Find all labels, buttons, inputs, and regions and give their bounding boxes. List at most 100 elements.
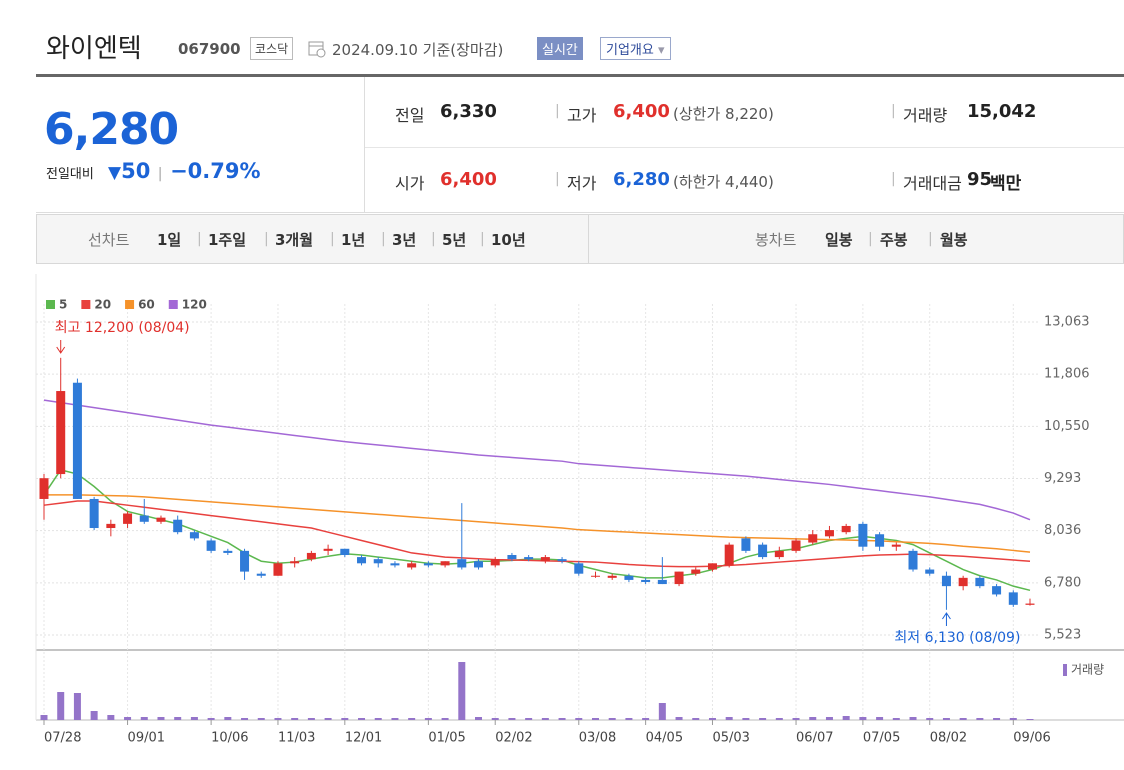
separator: | [891, 103, 896, 119]
candle-body [992, 586, 1002, 595]
stock-code: 067900 [178, 40, 241, 58]
tab[interactable]: 3개월 [275, 231, 314, 249]
y-tick-label: 5,523 [1044, 628, 1081, 643]
tab[interactable]: 월봉 [940, 231, 968, 249]
volume-bar [40, 715, 48, 720]
volume-bar [90, 711, 98, 720]
volume-bar [942, 718, 950, 720]
ma-line [43, 399, 1031, 521]
candle-body [357, 557, 367, 564]
legend-swatch [168, 300, 178, 309]
ma-line [43, 469, 1031, 592]
volume-bar [876, 717, 884, 720]
candle-body [423, 563, 433, 566]
volume-bar [391, 718, 399, 720]
candle-body [724, 544, 734, 566]
volume-bar [508, 718, 516, 720]
x-tick-label: 10/06 [211, 731, 248, 746]
x-tick-label: 04/05 [646, 731, 683, 746]
summary-label: 시가 [395, 174, 425, 193]
candle-body [574, 563, 584, 574]
volume-bar [374, 718, 382, 720]
candle-body [407, 563, 417, 568]
calendar-icon [308, 41, 326, 58]
volume-bar [224, 717, 232, 720]
tab[interactable]: 1년 [341, 231, 366, 249]
separator: | [480, 231, 485, 247]
volume-bar [458, 662, 466, 720]
tab[interactable]: 5년 [442, 231, 467, 249]
high-annotation: 최고 12,200 (08/04) [55, 320, 190, 336]
tab[interactable]: 3년 [392, 231, 417, 249]
candle-body [1025, 603, 1035, 605]
volume-bar [959, 718, 967, 720]
candle-body [958, 577, 968, 587]
tab[interactable]: 일봉 [825, 231, 853, 249]
volume-bar [842, 716, 850, 720]
candle-body [457, 559, 467, 568]
summary-value: 6,280 [613, 169, 670, 190]
summary-unit: 백만 [990, 174, 1022, 194]
candle-body [557, 559, 567, 562]
summary-value: 6,330 [440, 101, 497, 122]
y-tick-label: 6,780 [1044, 575, 1081, 590]
volume-bar [408, 718, 416, 720]
legend-label: 20 [94, 298, 111, 312]
x-tick-label: 07/05 [863, 731, 900, 746]
candle-body [791, 540, 801, 551]
volume-bar [993, 718, 1001, 720]
legend-label: 60 [138, 298, 155, 312]
candle-body [173, 519, 183, 533]
volume-bar [424, 718, 432, 720]
summary-note: (하한가 4,440) [673, 173, 774, 191]
candle-body [223, 550, 233, 553]
y-tick-label: 13,063 [1044, 315, 1090, 330]
tab[interactable]: 1일 [157, 231, 182, 249]
candle-body [39, 478, 49, 499]
summary-label: 전일 [395, 106, 425, 125]
x-tick-label: 12/01 [345, 731, 382, 746]
candle-body [891, 544, 901, 547]
candle-body [540, 557, 550, 562]
summary-note: (상한가 8,220) [673, 105, 774, 123]
tab[interactable]: 주봉 [880, 231, 908, 249]
tab[interactable]: 1주일 [208, 231, 247, 249]
x-tick-label: 11/03 [278, 731, 315, 746]
volume-bar [558, 718, 566, 720]
volume-bar [475, 717, 483, 720]
x-tick-label: 06/07 [796, 731, 833, 746]
candle-body [123, 513, 133, 524]
x-tick-label: 03/08 [579, 731, 616, 746]
volume-bar [274, 718, 282, 720]
candle-body [941, 575, 951, 587]
candle-body [440, 561, 450, 566]
summary-label: 거래량 [903, 106, 948, 125]
separator: | [868, 231, 873, 247]
separator: | [928, 231, 933, 247]
candle-body [323, 548, 333, 551]
summary-value: 6,400 [613, 101, 670, 122]
candle-body [590, 575, 600, 577]
volume-bar [257, 718, 265, 720]
volume-bar [157, 717, 165, 720]
volume-bar [591, 718, 599, 720]
volume-bar [759, 718, 767, 720]
date: 2024.09.10 기준(장마감) [332, 39, 503, 60]
volume-bar [1009, 718, 1017, 720]
separator: | [891, 171, 896, 187]
separator: | [555, 171, 560, 187]
legend-swatch [46, 300, 55, 309]
volume-bar [190, 717, 198, 720]
separator: | [197, 231, 202, 247]
realtime-button[interactable]: 실시간 [537, 37, 583, 60]
volume-bar [658, 703, 666, 720]
y-tick-label: 9,293 [1044, 471, 1081, 486]
row-divider [365, 147, 1124, 148]
change-label: 전일대비 [46, 167, 94, 182]
tab[interactable]: 10년 [491, 231, 526, 249]
volume-bar [291, 718, 299, 720]
x-tick-label: 01/05 [428, 731, 465, 746]
overview-button[interactable]: 기업개요 ▾ [600, 37, 671, 60]
candle-body [875, 534, 885, 547]
